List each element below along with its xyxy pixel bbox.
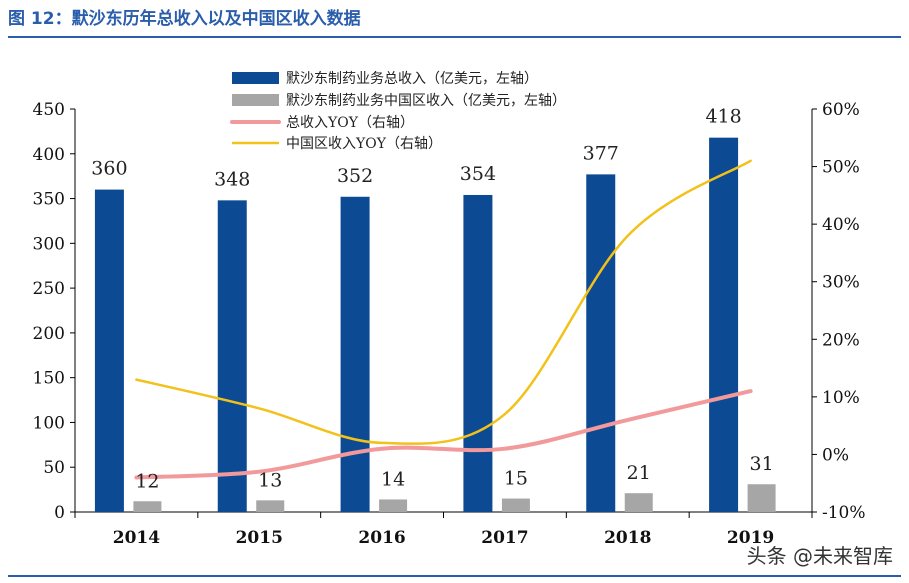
data-label-china: 12: [135, 470, 159, 492]
line-china-yoy: [135, 159, 752, 445]
x-tick-label: 2014: [113, 528, 160, 548]
bars-group: [94, 137, 776, 512]
y-left-tick-label: 0: [54, 503, 65, 523]
lines-group: [134, 159, 753, 480]
bar-total-revenue: [94, 189, 124, 512]
data-label-total: 352: [337, 165, 373, 187]
y-right-tick-label: 40%: [822, 215, 860, 235]
y-left-tick-label: 100: [33, 413, 65, 433]
y-left-tick-label: 200: [33, 324, 65, 344]
y-right-tick-label: 20%: [822, 330, 860, 350]
bar-total-revenue: [340, 196, 370, 512]
legend-label: 默沙东制药业务总收入（亿美元，左轴）: [286, 71, 538, 87]
data-label-total: 377: [583, 142, 619, 164]
legend-group: 默沙东制药业务总收入（亿美元，左轴） 默沙东制药业务中国区收入（亿美元，左轴） 总收…: [230, 71, 566, 152]
title-rule: [8, 36, 901, 38]
bar-china-revenue: [256, 500, 285, 512]
data-label-total: 360: [91, 158, 127, 180]
watermark: 头条 @未来智库: [746, 544, 893, 568]
x-tick-label: 2018: [604, 528, 651, 548]
legend-swatch-total: [232, 72, 279, 84]
data-label-china: 14: [381, 468, 405, 490]
x-tick-label: 2017: [481, 528, 528, 548]
y-right-tick-label: 30%: [822, 273, 860, 293]
labels-group: 360 348 352 354 377 418 12 13 14 15 21 31: [91, 106, 773, 493]
y-left-tick-label: 250: [33, 279, 65, 299]
bottom-rule: [8, 575, 901, 577]
y-left-tick-label: 50: [43, 458, 65, 478]
data-label-china: 21: [627, 462, 651, 484]
bar-total-revenue: [217, 200, 247, 512]
x-tick-label: 2016: [358, 528, 405, 548]
data-label-china: 15: [504, 468, 528, 490]
legend-swatch-china: [232, 94, 279, 106]
y-right-tick-label: 60%: [822, 100, 860, 120]
y-right-tick-label: 50%: [822, 158, 860, 178]
y-left-tick-label: 400: [33, 145, 65, 165]
y-right-tick-label: -10%: [822, 503, 866, 523]
data-label-total: 348: [214, 168, 250, 190]
legend-label: 中国区收入YOY（右轴）: [286, 136, 442, 152]
data-label-china: 13: [258, 469, 282, 491]
legend-label: 默沙东制药业务中国区收入（亿美元，左轴）: [286, 93, 566, 109]
axes-group: 0 50 100 150 200 250 300 350 400 450 -10% 0% 10% 20% 3…: [33, 100, 866, 548]
legend-label: 总收入YOY（右轴）: [286, 115, 414, 131]
line-total-yoy: [134, 389, 753, 480]
y-right-tick-label: 0%: [822, 445, 849, 465]
bar-china-revenue: [379, 499, 408, 512]
bar-total-revenue: [709, 137, 739, 512]
bar-china-revenue: [501, 498, 530, 512]
y-right-tick-label: 10%: [822, 388, 860, 408]
y-left-tick-label: 450: [33, 100, 65, 120]
data-label-china: 31: [749, 453, 773, 475]
y-left-tick-label: 150: [33, 369, 65, 389]
x-tick-label: 2015: [236, 528, 283, 548]
y-left-tick-label: 350: [33, 190, 65, 210]
data-label-total: 418: [705, 106, 741, 128]
data-label-total: 354: [460, 163, 496, 185]
bar-total-revenue: [586, 174, 616, 512]
bar-china-revenue: [133, 501, 162, 512]
bar-china-revenue: [747, 484, 776, 512]
bar-total-revenue: [463, 194, 493, 512]
x-tick-label: 2019: [727, 528, 774, 548]
chart-title: 图 12：默沙东历年总收入以及中国区收入数据: [8, 9, 361, 29]
bar-china-revenue: [624, 493, 653, 512]
y-left-tick-label: 300: [33, 234, 65, 254]
